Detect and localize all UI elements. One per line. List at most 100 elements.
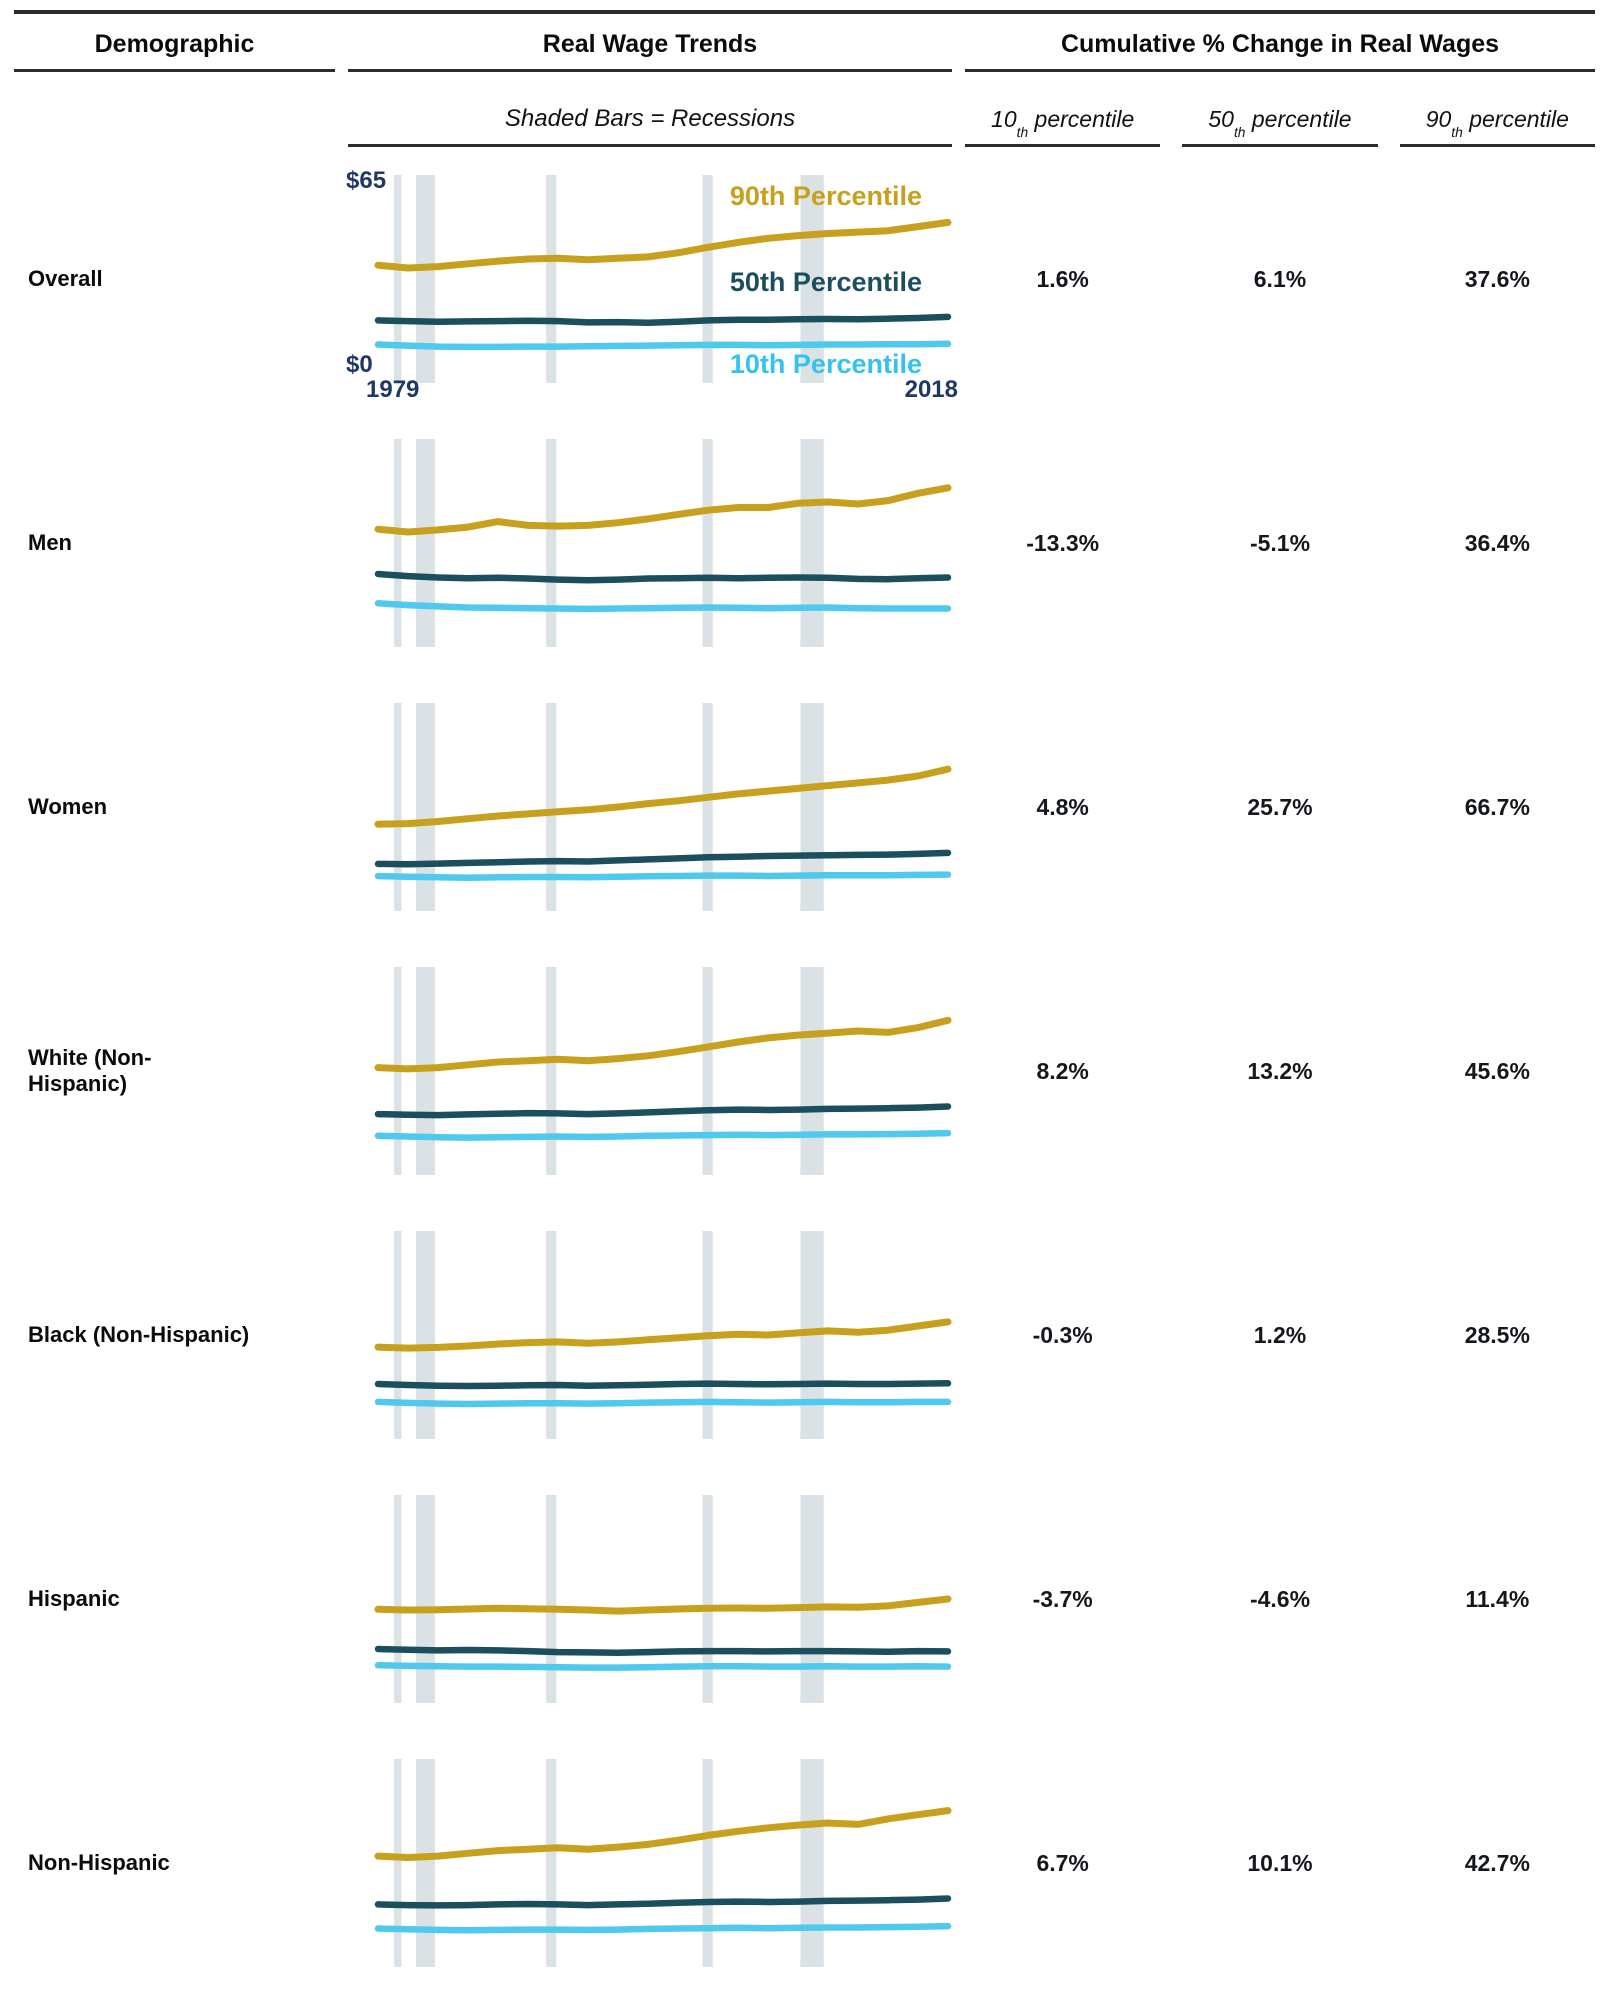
recession-band: [546, 1495, 557, 1703]
p10-line: [374, 1922, 952, 1934]
pct-change-values: 6.7% 10.1% 42.7%: [965, 1731, 1595, 1995]
pct-change-90th: 11.4%: [1465, 1585, 1530, 1612]
wage-trend-chart: [374, 439, 952, 647]
col-header-90th-num: 90: [1425, 106, 1452, 132]
p10-line: [374, 1129, 952, 1141]
x-axis-start-label: 1979: [366, 376, 420, 403]
recession-band: [546, 439, 557, 647]
table-row: Men -13.3% -5.1% 36.4%: [14, 411, 1595, 675]
p50-line: [374, 1103, 952, 1119]
recession-band: [702, 967, 713, 1175]
pct-change-10th: -0.3%: [1032, 1321, 1093, 1348]
pct-change-90th: 36.4%: [1464, 529, 1530, 556]
pct-change-values: -3.7% -4.6% 11.4%: [965, 1467, 1595, 1731]
recession-band: [394, 439, 402, 647]
recession-band: [394, 1231, 402, 1439]
recession-band: [394, 1495, 402, 1703]
recession-band: [394, 175, 402, 383]
recessions-note: Shaded Bars = Recessions: [348, 72, 952, 147]
wage-trend-chart: [374, 967, 952, 1175]
series-label-50th-percentile: 50th Percentile: [729, 267, 922, 297]
col-header-50th-num: 50: [1208, 106, 1234, 132]
recession-band: [800, 967, 824, 1175]
table-row: White (Non- Hispanic) 8.2% 13.2% 45.6%: [14, 939, 1595, 1203]
recession-band: [546, 175, 557, 383]
wage-trend-chart-cell: [348, 1467, 952, 1731]
wage-trend-sparkline: [374, 1231, 952, 1439]
recession-band: [800, 1495, 824, 1703]
recession-band: [702, 439, 713, 647]
recession-band: [702, 703, 713, 911]
pct-change-10th: -3.7%: [1032, 1585, 1093, 1612]
p10-line: [374, 600, 952, 613]
table-row: Women 4.8% 25.7% 66.7%: [14, 675, 1595, 939]
recession-band: [416, 1231, 435, 1439]
pct-change-10th: 1.6%: [1036, 265, 1089, 292]
header-real-wage-trends: Real Wage Trends: [348, 14, 952, 72]
wage-trend-chart: [374, 703, 952, 911]
p50-line: [374, 849, 952, 868]
wage-trend-chart-cell: $65 $0 1979 2018 90th Percentile 50th Pe…: [346, 147, 958, 411]
table-row: Non-Hispanic 6.7% 10.1% 42.7%: [14, 1731, 1595, 1995]
recession-band: [416, 1495, 435, 1703]
wage-trend-chart: [374, 1231, 952, 1439]
p50-line: [374, 1895, 952, 1909]
series-label-90th-percentile: 90th Percentile: [729, 181, 922, 211]
p90-line: [374, 1016, 952, 1073]
pct-change-10th: 4.8%: [1036, 793, 1089, 820]
pct-change-50th: 6.1%: [1253, 265, 1307, 292]
p90-line: [374, 218, 952, 272]
recession-band: [416, 703, 435, 911]
recession-band: [800, 175, 824, 383]
pct-change-90th: 37.6%: [1464, 265, 1530, 292]
recession-band: [800, 439, 824, 647]
top-rule: [14, 10, 1595, 14]
wage-trend-chart: [374, 1759, 952, 1967]
pct-change-values: -0.3% 1.2% 28.5%: [965, 1203, 1595, 1467]
row-label: Black (Non-Hispanic): [28, 1322, 250, 1348]
p10-line: [374, 871, 952, 881]
header-cumulative-change: Cumulative % Change in Real Wages: [965, 14, 1595, 72]
recession-band: [702, 175, 713, 383]
wage-trend-chart-cell: [348, 1731, 952, 1995]
table-row: Hispanic -3.7% -4.6% 11.4%: [14, 1467, 1595, 1731]
pct-change-50th: 10.1%: [1247, 1849, 1313, 1876]
recession-band: [800, 703, 824, 911]
pct-change-50th: 13.2%: [1247, 1057, 1313, 1084]
pct-change-50th: 25.7%: [1247, 793, 1313, 820]
wage-trend-chart: $65 $0 1979 2018 90th Percentile 50th Pe…: [346, 167, 958, 403]
p90-line: [374, 1807, 952, 1861]
pct-change-50th: -5.1%: [1249, 529, 1311, 556]
y-axis-min-label: $0: [346, 351, 373, 378]
row-label: White (Non- Hispanic): [28, 1045, 152, 1096]
col-header-10th-num: 10: [991, 106, 1017, 132]
pct-change-10th: 6.7%: [1036, 1849, 1089, 1876]
pct-change-values: 1.6% 6.1% 37.6%: [965, 147, 1595, 411]
pct-change-90th: 42.7%: [1464, 1849, 1530, 1876]
pct-change-values: 4.8% 25.7% 66.7%: [965, 675, 1595, 939]
wage-trend-sparkline: [374, 1495, 952, 1703]
wage-trend-chart-cell: [348, 675, 952, 939]
recession-band: [394, 1759, 402, 1967]
wage-trend-sparkline: [374, 703, 952, 911]
p90-line: [374, 1595, 952, 1615]
col-header-10th-rest: percentile: [1028, 106, 1135, 132]
rows: Overall $65 $0 1979 2018 90th Percentile…: [14, 147, 1595, 1995]
recession-band: [416, 1759, 435, 1967]
recession-band: [546, 703, 557, 911]
wage-trend-sparkline: [374, 1759, 952, 1967]
col-header-50th-rest: percentile: [1245, 106, 1352, 132]
header-demographic: Demographic: [14, 14, 335, 72]
recession-band: [702, 1495, 713, 1703]
wage-trend-sparkline: [374, 175, 952, 383]
wage-trend-sparkline: [374, 439, 952, 647]
wage-trend-chart-cell: [348, 1203, 952, 1467]
p50-line: [374, 570, 952, 584]
x-axis-end-label: 2018: [904, 376, 958, 403]
header-cumulative-change-label: Cumulative % Change in Real Wages: [1060, 30, 1500, 58]
